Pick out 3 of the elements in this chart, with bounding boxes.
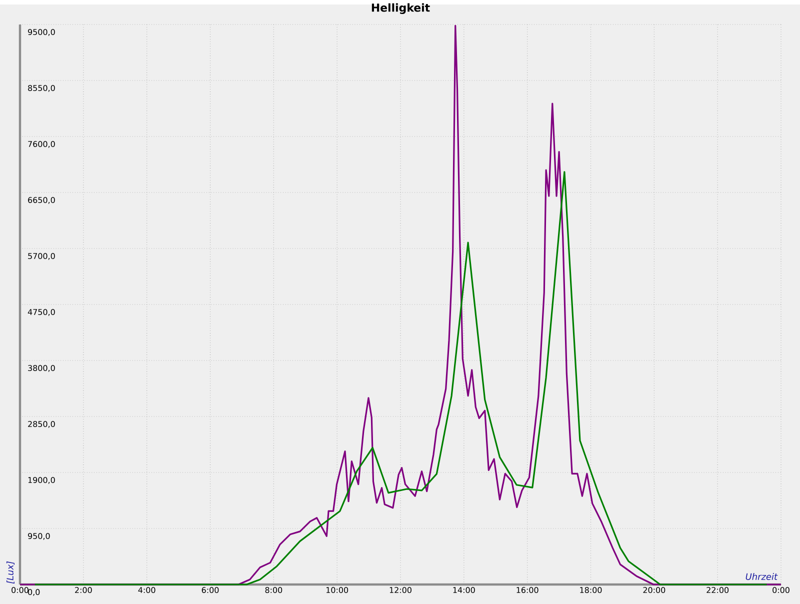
y-axis-title: [Lux] bbox=[6, 561, 14, 584]
x-axis-title: Uhrzeit bbox=[746, 572, 778, 580]
chart-title: Helligkeit bbox=[372, 3, 430, 14]
